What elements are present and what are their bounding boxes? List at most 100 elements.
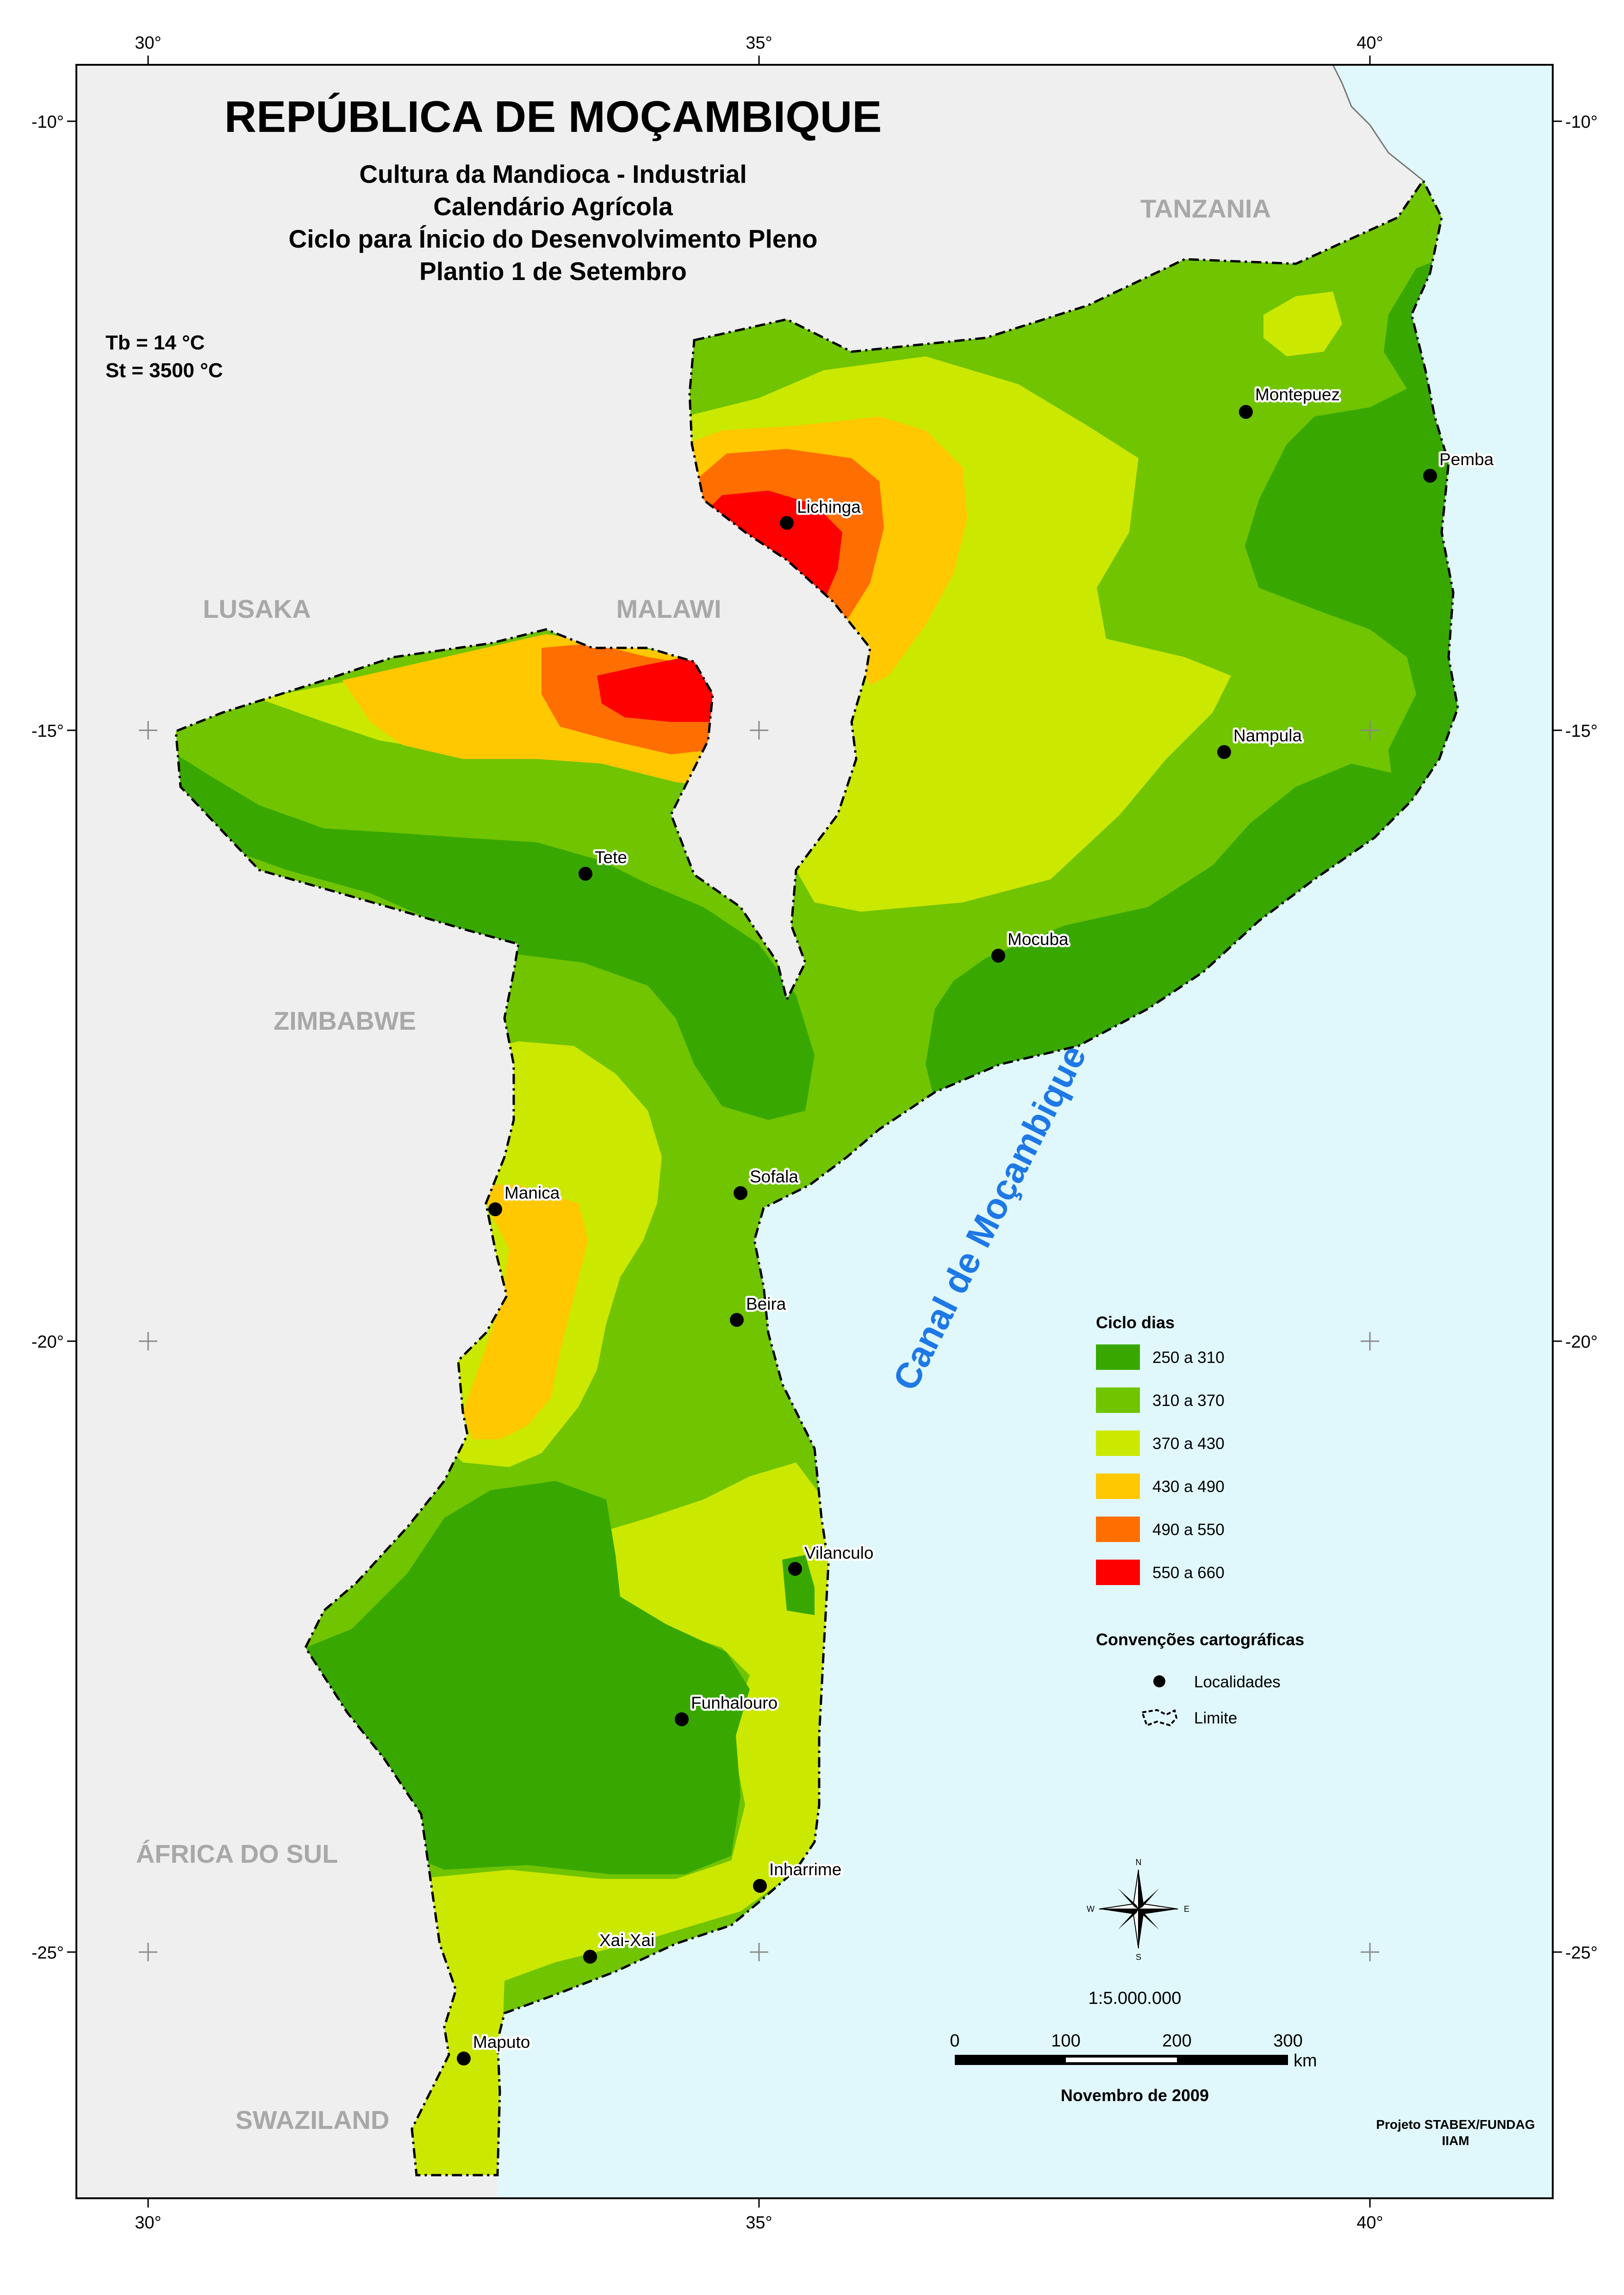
lat-label-left-25: -25° <box>31 1943 64 1963</box>
scale-tick-100: 100 <box>1051 2031 1080 2051</box>
map-date: Novembro de 2009 <box>1061 2086 1209 2105</box>
lat-label-right-10: -10° <box>1565 112 1598 132</box>
zone-250-310-gaza <box>305 1481 750 1874</box>
frame-ticks <box>67 56 1562 2208</box>
localities: Montepuez Pemba Lichinga Nampula Tete Mo… <box>457 383 1496 2065</box>
legend-limite-label: Limite <box>1194 1709 1237 1727</box>
sea-area <box>498 65 1553 2198</box>
scale-tick-200: 200 <box>1162 2031 1191 2051</box>
lat-label-left-10: -10° <box>31 112 64 132</box>
lat-label-left-15: -15° <box>31 721 64 741</box>
locality-beira: Beira <box>730 1293 788 1327</box>
compass-w: W <box>1087 1904 1095 1914</box>
lon-label-bottom-30: 30° <box>135 2213 161 2233</box>
svg-text:Lichinga: Lichinga <box>797 498 861 516</box>
subtitle-line-3: Ciclo para Ínicio do Desenvolvimento Ple… <box>288 224 817 253</box>
tanzania-coast <box>1332 65 1424 181</box>
country-label-malawi: MALAWI <box>616 594 721 623</box>
subtitle-line-4: Plantio 1 de Setembro <box>419 257 687 286</box>
locality-maputo: Maputo <box>457 2031 532 2065</box>
param-tb: Tb = 14 °C <box>106 331 205 354</box>
zone-250-310-cabo-delgado <box>1245 259 1458 787</box>
legend-swatch-3 <box>1096 1474 1140 1499</box>
lat-label-right-15: -15° <box>1565 721 1598 741</box>
lat-label-right-25: -25° <box>1565 1943 1598 1963</box>
svg-text:Montepuez: Montepuez <box>1255 385 1340 404</box>
scale-unit: km <box>1294 2051 1317 2071</box>
compass-e: E <box>1184 1904 1189 1914</box>
legend-swatches: 250 a 310 310 a 370 370 a 430 430 a 490 490 … <box>1096 1344 1225 1585</box>
legend-swatch-4 <box>1096 1517 1140 1542</box>
country-label-lusaka: LUSAKA <box>203 594 311 623</box>
lat-label-left-20: -20° <box>31 1332 64 1352</box>
locality-sofala: Sofala <box>734 1165 801 1200</box>
locality-mocuba: Mocuba <box>991 928 1071 963</box>
credit-iiam: IIAM <box>1442 2133 1469 2148</box>
legend-swatch-label-4: 490 a 550 <box>1152 1521 1225 1539</box>
country-label-tanzania: TANZANIA <box>1140 194 1271 223</box>
locality-funhalouro: Funhalouro <box>675 1692 780 1726</box>
zone-370-430-ne-patch <box>1263 292 1342 356</box>
subtitle-line-2: Calendário Agrícola <box>433 192 673 221</box>
locality-vilanculo: Vilanculo <box>788 1542 876 1576</box>
svg-text:Manica: Manica <box>504 1183 560 1202</box>
country-label-zimbabwe: ZIMBABWE <box>274 1006 416 1035</box>
compass-n: N <box>1136 1858 1142 1867</box>
locality-pemba: Pemba <box>1423 448 1496 483</box>
svg-text:Inharrime: Inharrime <box>769 1860 841 1879</box>
map-frame <box>75 64 1554 2199</box>
svg-text:Beira: Beira <box>746 1294 786 1313</box>
zone-550-660-tete-north <box>597 657 713 722</box>
scale-ratio: 1:5.000.000 <box>1089 1989 1182 2008</box>
zone-550-660-lichinga <box>703 491 842 602</box>
zone-250-310-tete-valley <box>176 754 815 1120</box>
locality-inharrime: Inharrime <box>753 1858 844 1893</box>
legend-title: Ciclo dias <box>1096 1313 1175 1332</box>
compass-rose: N S E W <box>1087 1858 1189 1962</box>
compass-s: S <box>1136 1953 1141 1962</box>
zone-250-310-zambezia <box>926 764 1435 1101</box>
country-label-swaziland: SWAZILAND <box>236 2105 390 2134</box>
lat-label-right-20: -20° <box>1565 1332 1598 1352</box>
locality-tete: Tete <box>579 846 629 881</box>
legend-swatch-label-2: 370 a 430 <box>1152 1435 1225 1453</box>
scale-bar: 0 100 200 300 km <box>950 2031 1317 2071</box>
credit-project: Projeto STABEX/FUNDAG <box>1376 2117 1535 2132</box>
legend-swatch-label-5: 550 a 660 <box>1152 1564 1225 1582</box>
lon-label-top-35: 35° <box>746 33 772 53</box>
svg-text:Vilanculo: Vilanculo <box>804 1543 873 1562</box>
svg-text:Funhalouro: Funhalouro <box>691 1693 778 1712</box>
legend-swatch-5 <box>1096 1560 1140 1585</box>
locality-nampula: Nampula <box>1217 724 1304 759</box>
param-st: St = 3500 °C <box>106 359 223 382</box>
lon-label-bottom-35: 35° <box>746 2213 772 2233</box>
legend-swatch-1 <box>1096 1387 1140 1413</box>
legend-swatch-label-0: 250 a 310 <box>1152 1349 1225 1367</box>
svg-text:Maputo: Maputo <box>473 2033 530 2052</box>
scale-tick-0: 0 <box>950 2031 959 2051</box>
legend-limite-symbol <box>1141 1709 1178 1727</box>
legend-locality-symbol <box>1153 1675 1165 1687</box>
lon-label-top-30: 30° <box>135 33 161 53</box>
locality-manica: Manica <box>488 1182 562 1216</box>
svg-text:Xai-Xai: Xai-Xai <box>599 1931 654 1950</box>
map-title: REPÚBLICA DE MOÇAMBIQUE <box>224 92 882 142</box>
lon-label-top-40: 40° <box>1356 33 1383 53</box>
svg-text:Nampula: Nampula <box>1233 726 1302 745</box>
locality-lichinga: Lichinga <box>780 496 863 530</box>
locality-xai-xai: Xai-Xai <box>583 1929 657 1964</box>
legend-swatch-label-1: 310 a 370 <box>1152 1392 1225 1410</box>
svg-text:Pemba: Pemba <box>1439 450 1494 469</box>
legend-localidades-label: Localidades <box>1194 1673 1281 1691</box>
legend-swatch-label-3: 430 a 490 <box>1152 1478 1225 1496</box>
graticule-crosses <box>139 721 1379 1961</box>
mozambique-boundary <box>174 178 1459 2177</box>
svg-text:Mocuba: Mocuba <box>1008 930 1069 949</box>
country-label-africa-do-sul: ÁFRICA DO SUL <box>136 1839 338 1868</box>
scale-tick-300: 300 <box>1273 2031 1302 2051</box>
conventions-title: Convenções cartográficas <box>1096 1630 1304 1649</box>
subtitle-line-1: Cultura da Mandioca - Industrial <box>359 160 747 188</box>
legend-swatch-2 <box>1096 1430 1140 1456</box>
legend-swatch-0 <box>1096 1344 1140 1370</box>
